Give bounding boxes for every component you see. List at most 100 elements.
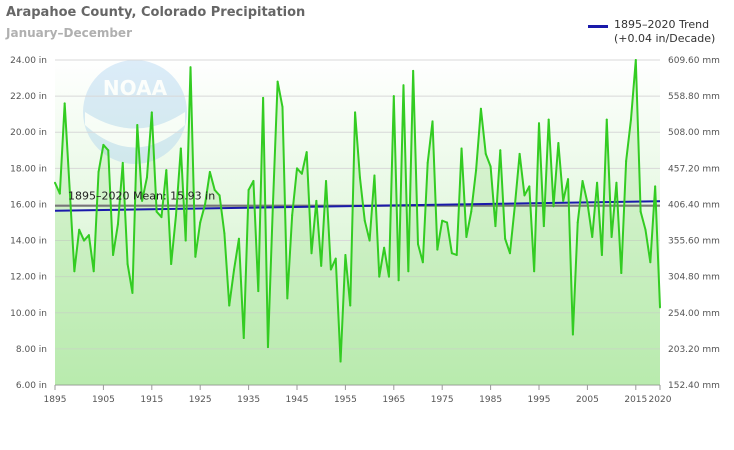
data-point[interactable] <box>184 239 187 242</box>
data-point[interactable] <box>291 214 294 217</box>
data-point[interactable] <box>615 181 618 184</box>
data-point[interactable] <box>296 167 298 170</box>
data-point[interactable] <box>175 214 177 217</box>
data-point[interactable] <box>247 189 250 191</box>
data-point[interactable] <box>233 268 236 271</box>
data-point[interactable] <box>547 118 550 121</box>
data-point[interactable] <box>460 147 463 150</box>
data-point[interactable] <box>402 84 405 87</box>
data-point[interactable] <box>387 275 390 278</box>
data-point[interactable] <box>305 151 308 154</box>
data-point[interactable] <box>329 268 332 271</box>
data-point[interactable] <box>73 270 76 273</box>
data-point[interactable] <box>644 228 647 231</box>
data-point[interactable] <box>591 235 594 238</box>
data-point[interactable] <box>107 149 110 152</box>
data-point[interactable] <box>610 235 613 238</box>
data-point[interactable] <box>179 147 182 150</box>
data-point[interactable] <box>325 179 328 182</box>
data-point[interactable] <box>271 207 274 210</box>
data-point[interactable] <box>339 360 342 363</box>
data-point[interactable] <box>450 252 453 255</box>
data-point[interactable] <box>392 95 395 98</box>
data-point[interactable] <box>426 161 429 164</box>
data-point[interactable] <box>479 107 482 110</box>
data-point[interactable] <box>475 169 478 172</box>
data-point[interactable] <box>266 346 269 349</box>
data-point[interactable] <box>213 189 216 191</box>
data-point[interactable] <box>562 199 565 202</box>
data-point[interactable] <box>102 143 105 146</box>
data-point[interactable] <box>373 174 376 177</box>
data-point[interactable] <box>320 264 323 267</box>
data-point[interactable] <box>528 185 531 188</box>
data-point[interactable] <box>649 261 652 264</box>
data-point[interactable] <box>58 192 61 195</box>
data-point[interactable] <box>349 304 352 307</box>
data-point[interactable] <box>629 118 632 121</box>
data-point[interactable] <box>465 235 468 238</box>
data-point[interactable] <box>417 243 419 246</box>
data-point[interactable] <box>455 254 458 256</box>
data-point[interactable] <box>165 169 168 172</box>
data-point[interactable] <box>54 181 56 184</box>
data-point[interactable] <box>286 297 289 300</box>
data-point[interactable] <box>116 223 119 226</box>
data-point[interactable] <box>141 199 144 202</box>
data-point[interactable] <box>97 170 100 173</box>
data-point[interactable] <box>262 96 265 99</box>
data-point[interactable] <box>368 239 371 242</box>
data-point[interactable] <box>513 205 516 208</box>
data-point[interactable] <box>484 152 487 155</box>
data-point[interactable] <box>204 203 207 206</box>
data-point[interactable] <box>160 216 163 219</box>
legend[interactable]: 1895–2020 Trend (+0.04 in/Decade) <box>588 18 715 46</box>
data-point[interactable] <box>533 270 536 273</box>
data-point[interactable] <box>523 194 526 197</box>
data-point[interactable] <box>155 210 158 213</box>
data-point[interactable] <box>576 221 579 224</box>
data-point[interactable] <box>92 270 95 273</box>
data-point[interactable] <box>397 279 400 282</box>
data-point[interactable] <box>63 102 66 105</box>
data-point[interactable] <box>659 306 661 309</box>
data-point[interactable] <box>581 179 584 182</box>
data-point[interactable] <box>344 254 347 256</box>
data-point[interactable] <box>87 234 90 237</box>
data-point[interactable] <box>363 219 366 222</box>
data-point[interactable] <box>620 272 623 275</box>
data-point[interactable] <box>276 80 279 83</box>
data-point[interactable] <box>654 185 657 188</box>
data-point[interactable] <box>136 124 139 126</box>
data-point[interactable] <box>145 176 148 179</box>
data-point[interactable] <box>605 118 608 121</box>
data-point[interactable] <box>557 142 560 145</box>
data-point[interactable] <box>383 246 386 249</box>
data-point[interactable] <box>499 149 502 152</box>
data-point[interactable] <box>334 257 337 260</box>
data-point[interactable] <box>586 201 589 204</box>
data-point[interactable] <box>354 111 357 114</box>
data-point[interactable] <box>600 254 603 256</box>
data-point[interactable] <box>126 263 129 266</box>
data-point[interactable] <box>504 237 507 240</box>
data-point[interactable] <box>121 161 124 164</box>
data-point[interactable] <box>412 69 415 72</box>
data-point[interactable] <box>567 178 570 181</box>
data-point[interactable] <box>625 160 628 163</box>
data-point[interactable] <box>634 59 637 61</box>
data-point[interactable] <box>470 210 473 213</box>
data-point[interactable] <box>242 337 245 340</box>
data-point[interactable] <box>489 165 492 168</box>
data-point[interactable] <box>68 185 71 188</box>
data-point[interactable] <box>596 181 599 184</box>
data-point[interactable] <box>252 179 255 182</box>
data-point[interactable] <box>218 194 221 197</box>
data-point[interactable] <box>189 66 192 69</box>
data-point[interactable] <box>194 255 197 258</box>
data-point[interactable] <box>421 261 424 264</box>
data-point[interactable] <box>78 228 81 231</box>
data-point[interactable] <box>494 225 497 228</box>
data-point[interactable] <box>518 152 521 155</box>
data-point[interactable] <box>208 170 211 173</box>
